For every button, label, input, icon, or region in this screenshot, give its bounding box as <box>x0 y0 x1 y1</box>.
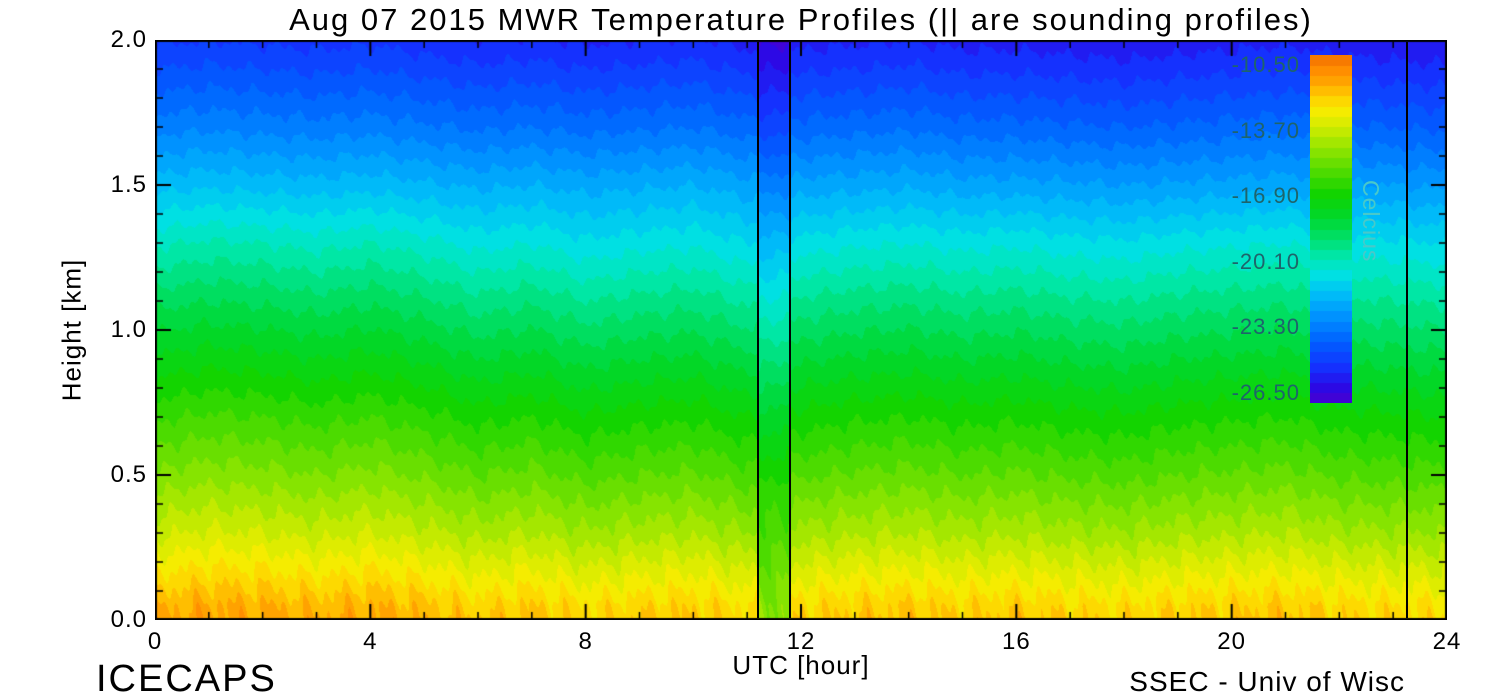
x-tick-label: 16 <box>1001 628 1031 655</box>
credit-label: SSEC - Univ of Wisc <box>1129 666 1405 697</box>
colorbar-tick-label: -26.50 <box>1231 379 1300 405</box>
colorbar-canvas <box>1310 55 1352 403</box>
sounding-profile-line <box>1405 42 1408 618</box>
y-tick-label: 0.5 <box>110 461 147 488</box>
colorbar-title: Celcius <box>1358 180 1384 263</box>
colorbar-tick-label: -20.10 <box>1231 248 1300 274</box>
project-label: ICECAPS <box>96 658 277 700</box>
colorbar-tick-label: -10.50 <box>1231 52 1300 78</box>
y-tick-label: 1.0 <box>110 316 147 343</box>
colorbar-tick-label: -16.90 <box>1231 183 1300 209</box>
x-tick-label: 20 <box>1217 628 1246 655</box>
y-tick-label: 0.0 <box>110 606 147 633</box>
x-tick-label: 8 <box>578 628 593 655</box>
x-tick-label: 24 <box>1432 628 1462 655</box>
x-tick-label: 12 <box>786 628 816 655</box>
y-tick-label: 2.0 <box>110 26 147 53</box>
sounding-profile-line <box>756 42 759 618</box>
x-tick-label: 0 <box>147 628 163 655</box>
colorbar-tick-label: -13.70 <box>1231 117 1300 143</box>
figure-title: Aug 07 2015 MWR Temperature Profiles (||… <box>289 2 1313 37</box>
heatmap-canvas <box>155 40 1447 620</box>
sounding-profile-line <box>789 42 792 618</box>
plot-area: -10.50 -13.70 -16.90 -20.10 -23.30 -26.50 Cel… <box>155 40 1447 620</box>
colorbar-tick-label: -23.30 <box>1231 314 1300 340</box>
x-axis-title: UTC [hour] <box>732 650 870 680</box>
y-tick-label: 1.5 <box>110 171 147 198</box>
x-tick-label: 4 <box>363 628 378 655</box>
